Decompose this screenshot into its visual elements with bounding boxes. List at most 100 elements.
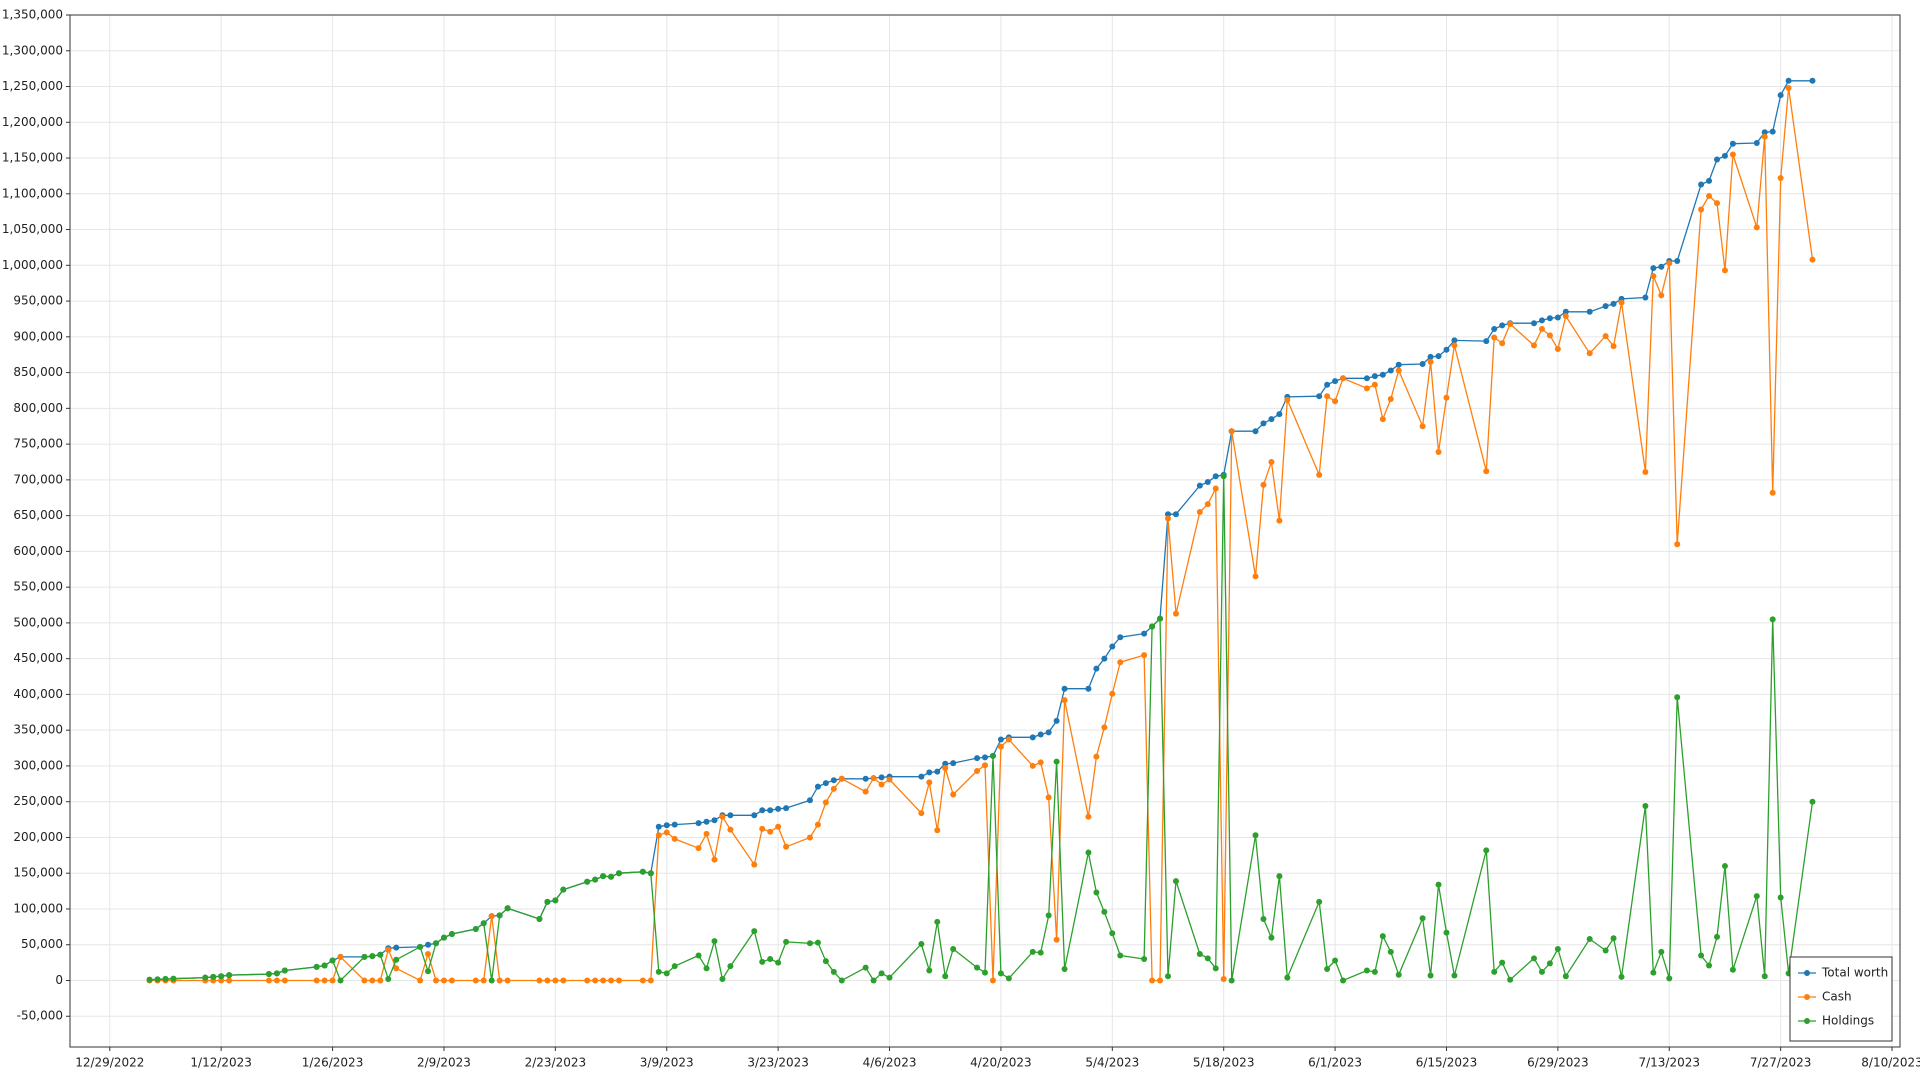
data-point [1507,320,1514,327]
x-tick-label: 2/23/2023 [525,1056,587,1070]
data-point [783,843,790,850]
data-point [1546,332,1553,339]
x-tick-label: 1/12/2023 [190,1056,252,1070]
data-point [814,783,821,790]
data-point [425,968,432,975]
data-point [1371,968,1378,975]
data-point [544,977,551,984]
data-point [703,965,710,972]
data-point [1809,256,1816,263]
data-point [592,876,599,883]
data-point [806,797,813,804]
data-point [1316,471,1323,478]
data-point [878,774,885,781]
data-point [281,967,288,974]
legend-label: Total worth [1821,966,1888,980]
data-point [1546,960,1553,967]
data-point [1141,956,1148,963]
data-point [1045,729,1052,736]
data-point [218,973,225,980]
data-point [1037,949,1044,956]
data-point [830,785,837,792]
data-point [385,976,392,983]
data-point [1753,140,1760,147]
data-point [1618,973,1625,980]
data-point [1809,77,1816,84]
x-tick-label: 8/10/2023 [1861,1056,1920,1070]
data-point [1427,353,1434,360]
data-point [1276,873,1283,880]
data-point [1443,929,1450,936]
data-point [1499,340,1506,347]
data-point [822,958,829,965]
data-point [1363,375,1370,382]
x-tick-label: 6/29/2023 [1527,1056,1589,1070]
y-tick-label: 1,350,000 [2,8,63,22]
data-point [1586,936,1593,943]
data-point [1435,448,1442,455]
data-point [1777,92,1784,99]
data-point [1674,541,1681,548]
data-point [663,822,670,829]
data-point [950,760,957,767]
data-point [162,976,169,983]
data-point [719,813,726,820]
data-point [1340,375,1347,382]
data-point [862,788,869,795]
data-point [950,946,957,953]
x-tick-label: 3/23/2023 [747,1056,809,1070]
data-point [1324,966,1331,973]
data-point [202,974,209,981]
data-point [1045,912,1052,919]
data-point [751,928,758,935]
data-point [1085,849,1092,856]
data-point [663,970,670,977]
x-tick-label: 3/9/2023 [640,1056,694,1070]
data-point [608,977,615,984]
y-tick-label: 350,000 [13,723,63,737]
data-point [1586,308,1593,315]
data-point [838,775,845,782]
data-point [934,918,941,925]
data-point [663,829,670,836]
data-point [1674,694,1681,701]
data-point [1777,175,1784,182]
data-point [1005,975,1012,982]
data-point [926,967,933,974]
data-point [1729,966,1736,973]
data-point [1363,385,1370,392]
data-point [759,807,766,814]
data-point [1212,485,1219,492]
data-point [918,941,925,948]
data-point [1276,517,1283,524]
data-point [440,934,447,941]
data-point [1379,933,1386,940]
data-point [814,821,821,828]
data-point [1769,128,1776,135]
data-point [1618,299,1625,306]
data-point [273,977,280,984]
data-point [1268,934,1275,941]
data-point [1586,350,1593,357]
data-point [1324,393,1331,400]
data-point [862,775,869,782]
data-point [1228,977,1235,984]
data-point [870,977,877,984]
data-point [1117,659,1124,666]
data-point [918,810,925,817]
x-tick-label: 1/26/2023 [302,1056,364,1070]
x-tick-label: 7/13/2023 [1638,1056,1700,1070]
data-point [671,821,678,828]
data-point [671,835,678,842]
data-point [1196,482,1203,489]
data-point [1419,423,1426,430]
data-point [1483,847,1490,854]
data-point [1395,971,1402,978]
data-point [1172,610,1179,617]
data-point [926,769,933,776]
legend-marker [1804,994,1810,1000]
data-point [1507,976,1514,983]
data-point [1538,968,1545,975]
data-point [1029,762,1036,769]
